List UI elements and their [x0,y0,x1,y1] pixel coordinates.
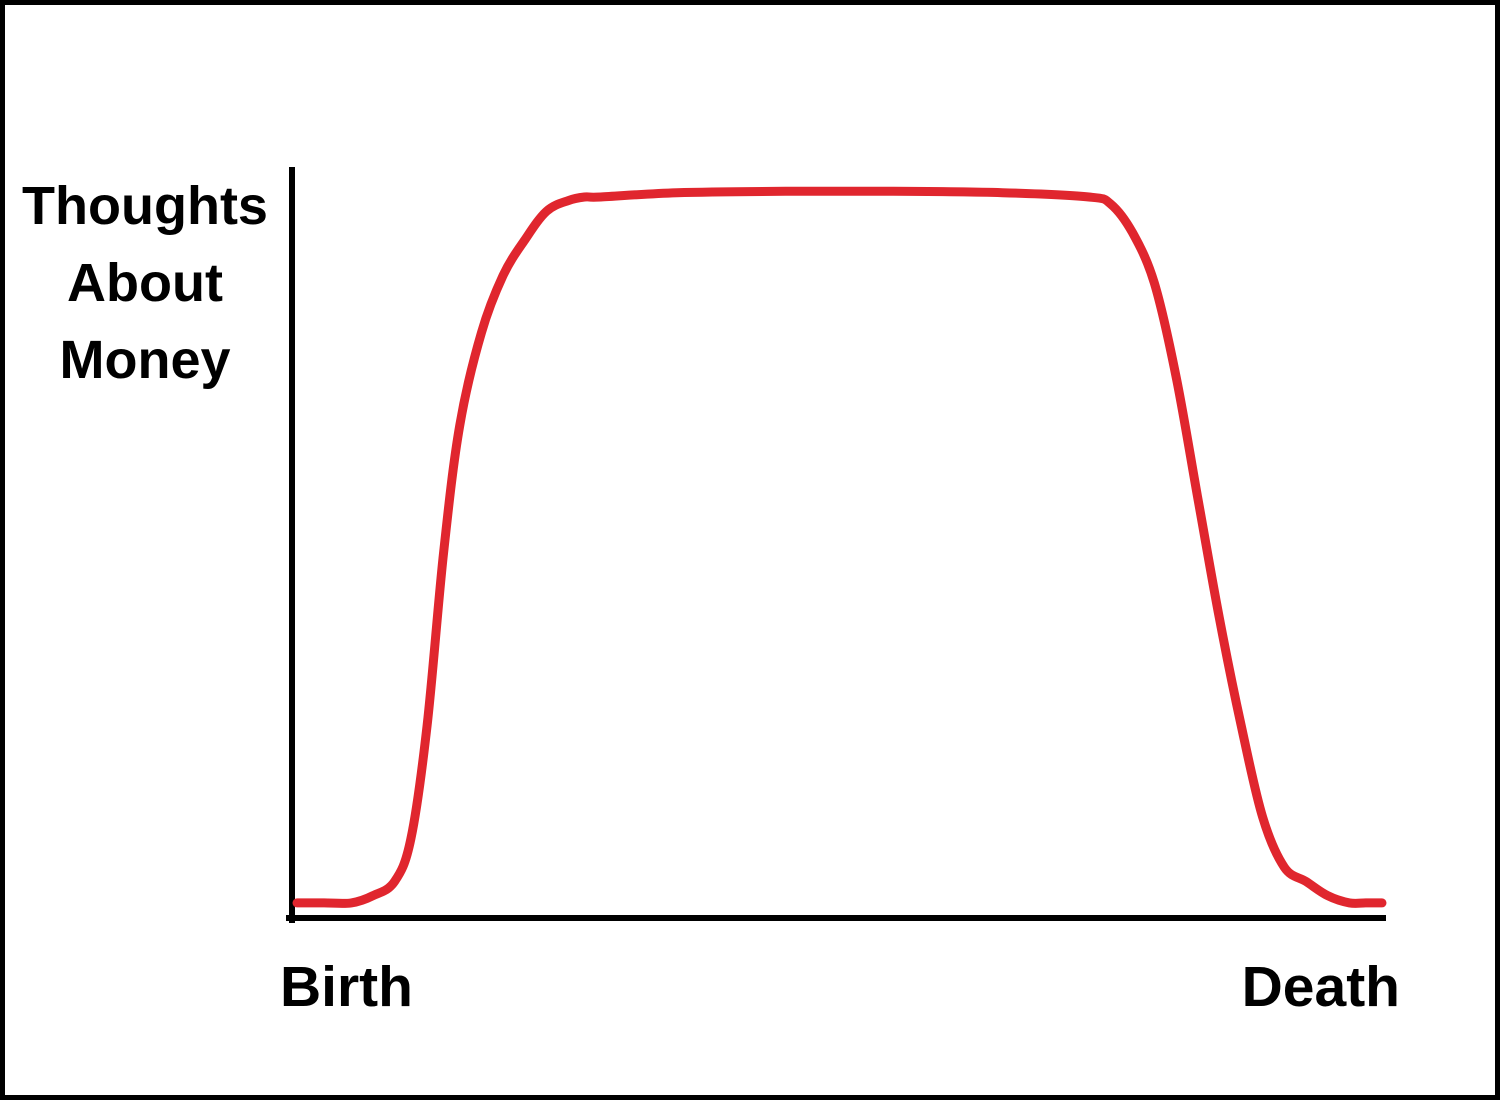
money-thoughts-curve [292,186,1387,908]
y-axis-label-line-3: Money [59,330,231,390]
y-axis-label: Thoughts About Money [15,168,275,399]
y-axis-label-line-1: Thoughts [22,176,268,236]
x-tick-death: Death [1241,955,1400,1019]
y-axis-label-line-2: About [67,253,223,313]
x-tick-birth: Birth [280,955,413,1019]
